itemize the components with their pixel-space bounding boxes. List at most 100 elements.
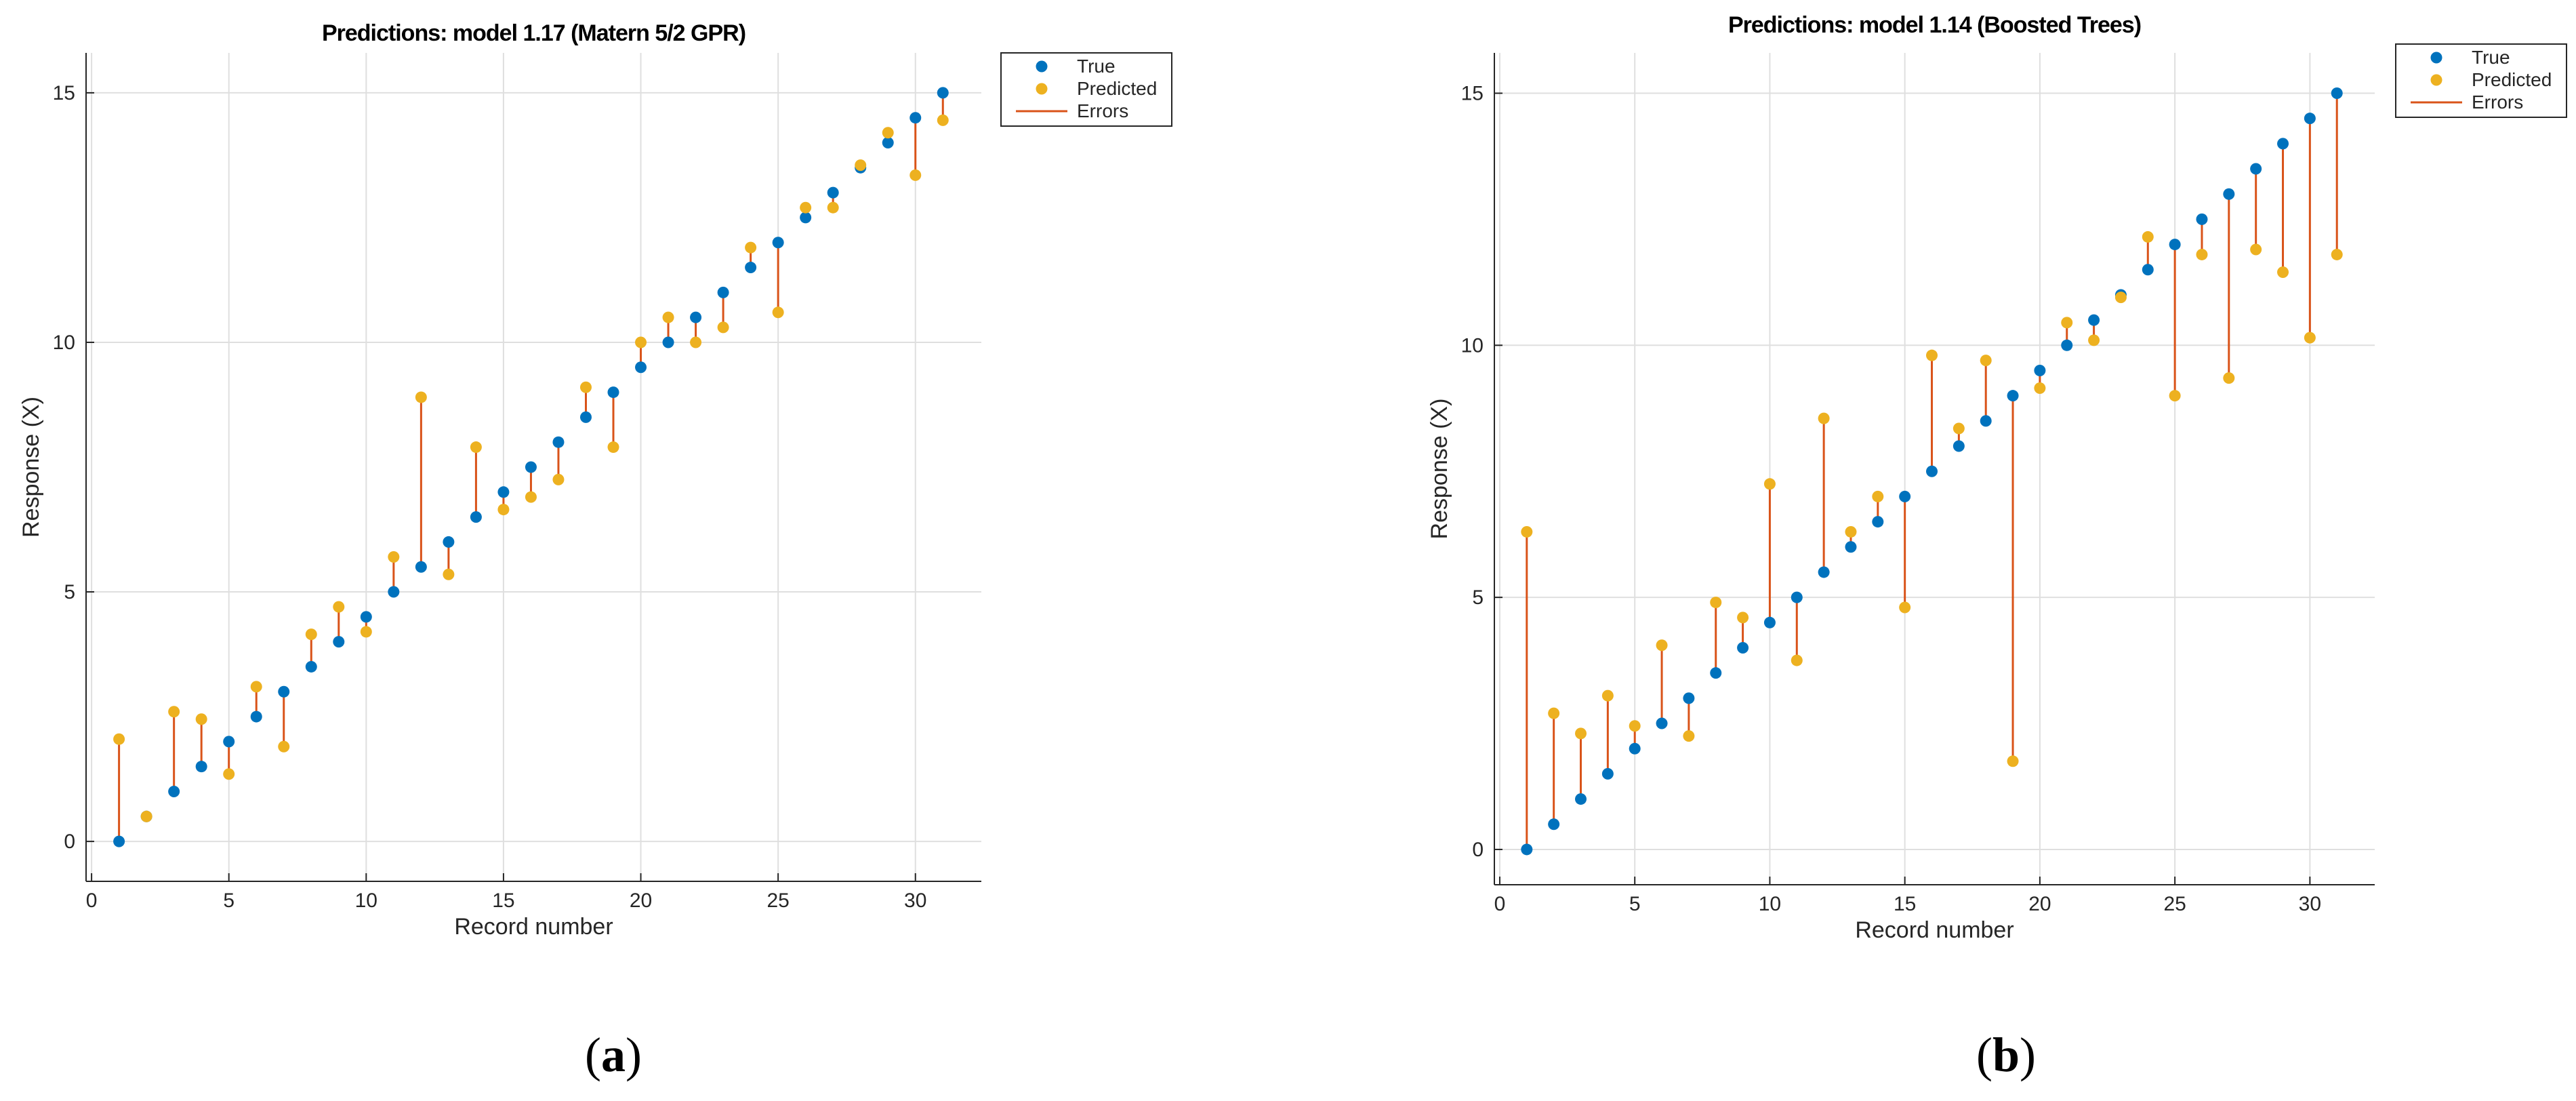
true-point [2169, 239, 2181, 251]
predicted-point [305, 628, 317, 641]
true-point [607, 386, 619, 399]
true-point [2034, 364, 2046, 376]
x-tick-label: 10 [355, 889, 377, 912]
predicted-point [690, 336, 702, 348]
true-point [1656, 717, 1668, 729]
chart-title: Predictions: model 1.17 (Matern 5/2 GPR) [322, 20, 745, 46]
predicted-point [1926, 349, 1938, 361]
true-point [635, 361, 647, 374]
true-point [1763, 616, 1776, 628]
true-point [2061, 339, 2073, 351]
predicted-point [113, 733, 125, 745]
predicted-point [607, 441, 619, 454]
true-point [690, 311, 702, 323]
x-tick-label: 5 [223, 889, 234, 912]
predicted-point [278, 740, 290, 753]
predicted-point [1872, 490, 1884, 502]
true-point [2277, 138, 2289, 150]
predicted-point [717, 321, 729, 334]
y-axis-label: Response (X) [1427, 399, 1452, 540]
predicted-point [772, 306, 784, 319]
true-point [2142, 264, 2154, 276]
y-tick-label: 15 [53, 82, 75, 104]
predicted-point [388, 551, 400, 563]
predicted-point [2007, 755, 2019, 767]
true-point [1818, 566, 1830, 578]
true-point [2088, 314, 2100, 326]
predicted-point [497, 504, 510, 516]
true-point [250, 710, 262, 723]
x-tick-label: 30 [904, 889, 926, 912]
predicted-point [1845, 525, 1857, 538]
y-tick-label: 15 [1461, 82, 1484, 104]
predicted-point [2061, 317, 2073, 329]
y-tick-label: 0 [64, 830, 75, 853]
legend-predicted-marker [2430, 74, 2442, 86]
predicted-point [2142, 231, 2154, 243]
true-point [2196, 213, 2208, 225]
predicted-point [2114, 292, 2127, 304]
legend-box [1000, 52, 1172, 127]
true-point [223, 736, 235, 748]
true-point [305, 660, 317, 673]
true-point [360, 611, 372, 623]
true-point [333, 636, 345, 648]
true-point [745, 262, 757, 274]
x-tick-label: 0 [1494, 893, 1506, 915]
legend-predicted-marker [1036, 83, 1048, 95]
predicted-point [1980, 355, 1992, 367]
legend-entry-label: True [1077, 56, 1116, 77]
true-point [113, 835, 125, 847]
true-point [1548, 818, 1560, 830]
predicted-point [1575, 727, 1587, 740]
predicted-point [1683, 730, 1695, 742]
true-point [1710, 667, 1722, 679]
predicted-point [855, 159, 867, 172]
predicted-point [579, 381, 592, 393]
true-point [1872, 516, 1884, 528]
predicted-point [223, 768, 235, 780]
x-tick-label: 15 [1894, 893, 1916, 915]
true-point [1683, 692, 1695, 704]
predicted-point [1710, 597, 1722, 609]
true-point [278, 685, 290, 698]
predicted-point [827, 201, 839, 214]
predicted-point [2196, 248, 2208, 260]
true-point [1953, 440, 1965, 452]
predicted-point [1763, 478, 1776, 490]
predicted-point [1737, 612, 1749, 624]
predicted-point [2169, 390, 2181, 402]
true-point [1521, 843, 1533, 856]
predicted-point [2034, 382, 2046, 395]
chart-panel-a: 0 5 10 15 20 25 30 0 5 10 15 Predictions: model 1.1… [18, 20, 1172, 1082]
true-point [388, 586, 400, 598]
predicted-point [909, 169, 922, 181]
y-tick-label: 5 [1472, 586, 1484, 609]
predicted-point [882, 127, 894, 139]
true-point [525, 461, 537, 473]
x-tick-label: 5 [1629, 893, 1641, 915]
true-point [2250, 163, 2262, 175]
x-axis-label: Record number [1855, 917, 2013, 943]
true-point [168, 785, 180, 797]
true-point [443, 536, 455, 548]
predicted-point [1656, 639, 1668, 652]
true-point [552, 436, 565, 448]
legend-entry-label: True [2472, 47, 2510, 68]
true-point [1845, 541, 1857, 553]
y-tick-label: 5 [64, 581, 75, 603]
predicted-point [2223, 372, 2235, 384]
predicted-point [745, 241, 757, 254]
true-point [909, 112, 922, 124]
predicted-point [443, 568, 455, 580]
x-tick-label: 0 [86, 889, 98, 912]
x-tick-label: 30 [2299, 893, 2321, 915]
legend-entry-label: Errors [2472, 92, 2523, 113]
predicted-point [333, 601, 345, 613]
predicted-point [2304, 332, 2316, 344]
true-point [772, 237, 784, 249]
x-tick-label: 25 [766, 889, 789, 912]
